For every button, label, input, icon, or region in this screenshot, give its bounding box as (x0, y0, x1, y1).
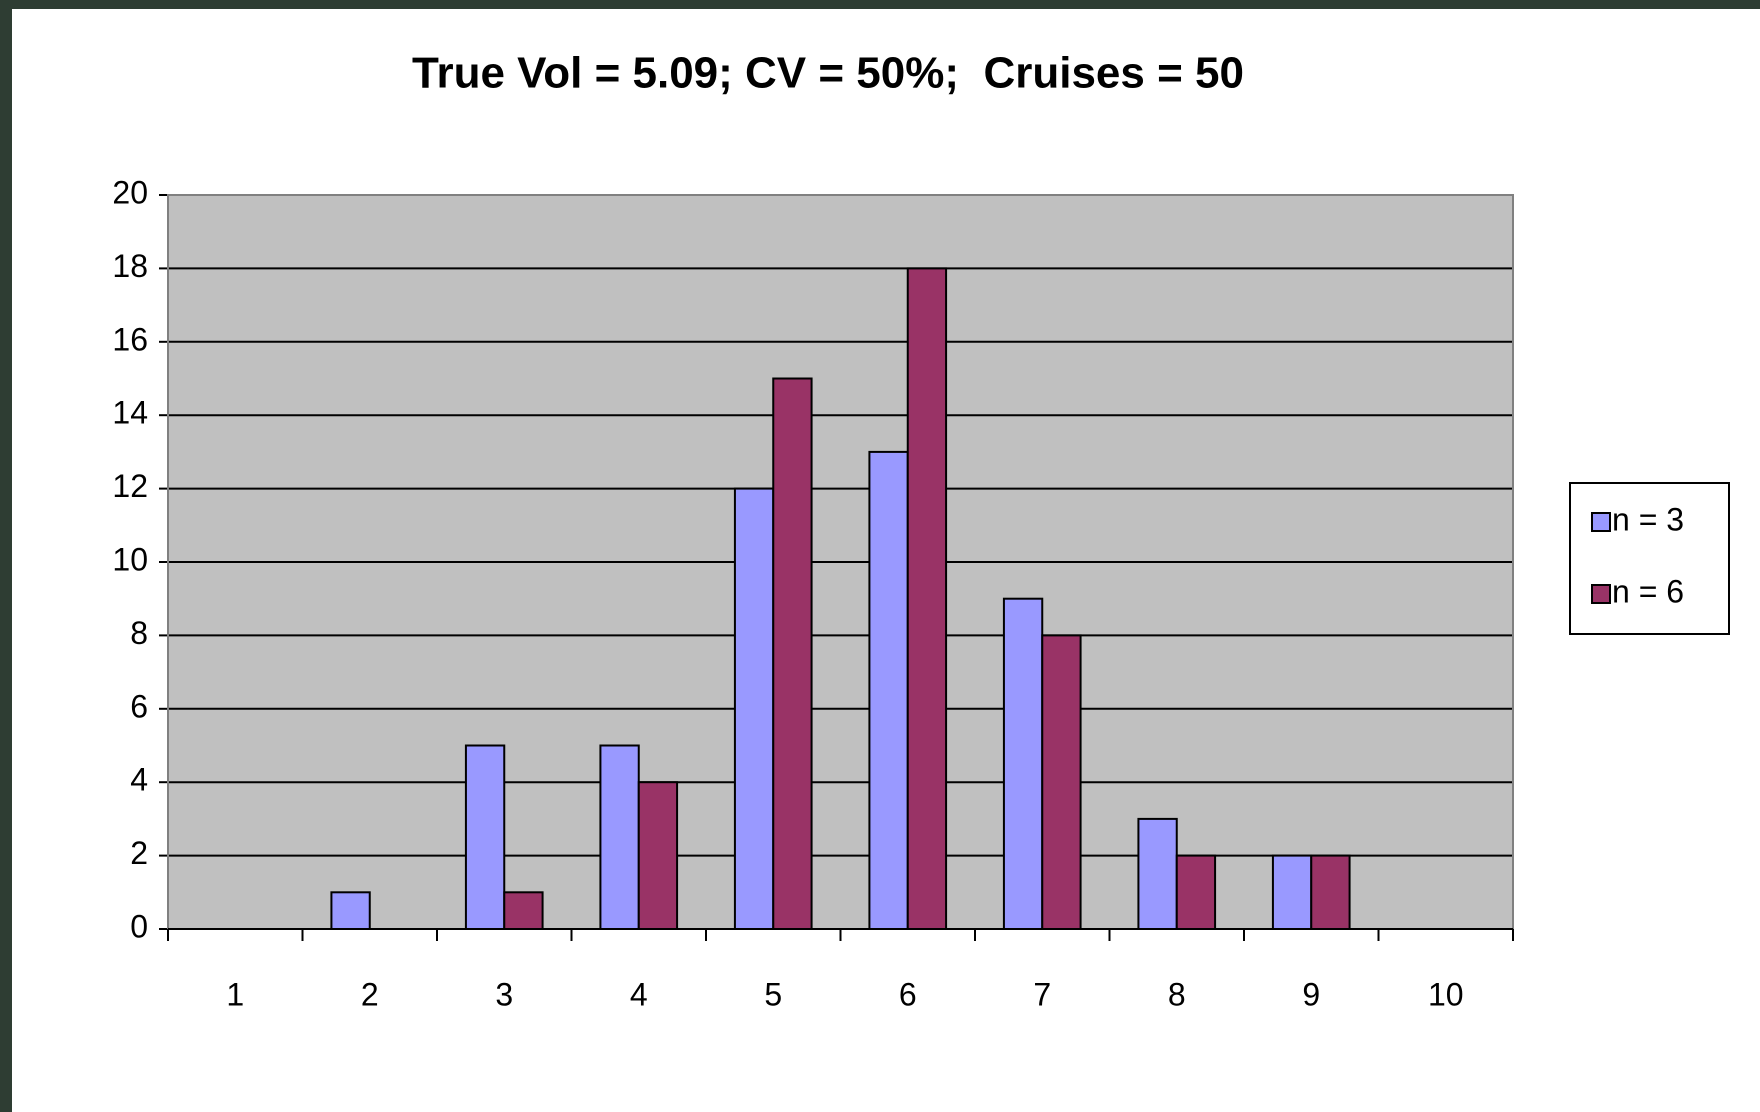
x-tick-label: 4 (630, 976, 648, 1012)
legend-label: n = 3 (1612, 501, 1684, 537)
y-tick-label: 8 (130, 615, 148, 651)
legend-label: n = 6 (1612, 573, 1684, 609)
bar (599, 744, 640, 930)
y-tick-label: 4 (130, 762, 148, 798)
y-tick-label: 18 (112, 248, 148, 284)
y-tick-label: 10 (112, 541, 148, 577)
legend-swatch (1591, 584, 1611, 604)
bar (503, 891, 544, 930)
y-tick-label: 6 (130, 688, 148, 724)
x-tick-label: 8 (1168, 976, 1186, 1012)
bar (868, 450, 909, 930)
bar (906, 267, 948, 930)
bar (1271, 854, 1313, 930)
x-tick-label: 9 (1302, 976, 1320, 1012)
x-tick-label: 6 (899, 976, 917, 1012)
y-tick-label: 14 (112, 395, 148, 431)
y-tick-label: 12 (112, 468, 148, 504)
bar (637, 781, 679, 931)
bar (1310, 854, 1351, 930)
bar (733, 487, 775, 930)
bar (330, 891, 371, 930)
y-tick-label: 16 (112, 321, 148, 357)
x-tick-label: 1 (226, 976, 244, 1012)
x-tick-label: 7 (1033, 976, 1051, 1012)
x-tick-label: 2 (361, 976, 379, 1012)
bar (1002, 597, 1044, 930)
y-tick-label: 2 (130, 835, 148, 871)
chart-title: True Vol = 5.09; CV = 50%; Cruises = 50 (412, 49, 1244, 98)
legend (1569, 482, 1730, 635)
bar (1137, 817, 1178, 931)
legend-swatch (1591, 512, 1611, 532)
x-tick-label: 3 (495, 976, 513, 1012)
y-tick-label: 0 (130, 908, 148, 944)
bar (772, 377, 813, 930)
bar (464, 744, 506, 930)
bar (1041, 634, 1082, 931)
x-tick-label: 10 (1428, 976, 1464, 1012)
x-tick-label: 5 (764, 976, 782, 1012)
bar (1175, 854, 1217, 930)
y-tick-label: 20 (112, 174, 148, 210)
